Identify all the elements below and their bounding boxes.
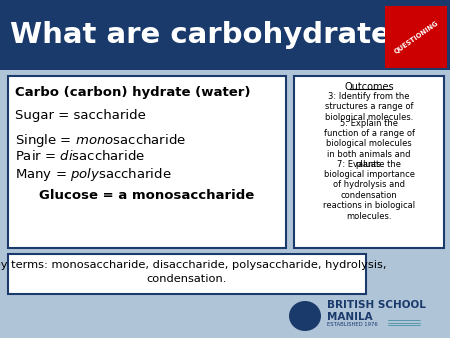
Text: 5: Explain the
function of a range of
biological molecules
in both animals and
p: 5: Explain the function of a range of bi…	[324, 119, 414, 169]
Text: What are carbohydrates?: What are carbohydrates?	[10, 21, 425, 49]
Text: QUESTIONING: QUESTIONING	[393, 20, 439, 54]
Text: Carbo (carbon) hydrate (water): Carbo (carbon) hydrate (water)	[15, 86, 251, 99]
FancyBboxPatch shape	[8, 254, 366, 294]
Text: Pair = $\it{di}$saccharide: Pair = $\it{di}$saccharide	[15, 149, 145, 163]
FancyBboxPatch shape	[8, 76, 286, 248]
Text: Key terms: monosaccharide, disaccharide, polysaccharide, hydrolysis,
condensatio: Key terms: monosaccharide, disaccharide,…	[0, 260, 387, 284]
Text: Sugar = saccharide: Sugar = saccharide	[15, 109, 146, 122]
Ellipse shape	[289, 301, 321, 331]
Text: 3: Identify from the
structures a range of
biological molecules.: 3: Identify from the structures a range …	[325, 92, 413, 122]
Text: 7: Evaluate the
biological importance
of hydrolysis and
condensation
reactions i: 7: Evaluate the biological importance of…	[323, 160, 415, 221]
FancyBboxPatch shape	[0, 0, 450, 70]
Text: Outcomes: Outcomes	[344, 82, 394, 92]
Text: BRITISH SCHOOL
MANILA: BRITISH SCHOOL MANILA	[327, 300, 426, 322]
Text: Many = $\it{poly}$saccharide: Many = $\it{poly}$saccharide	[15, 166, 171, 183]
Text: Glucose = a monosaccharide: Glucose = a monosaccharide	[40, 189, 255, 202]
Text: Single = $\it{mono}$saccharide: Single = $\it{mono}$saccharide	[15, 132, 186, 149]
Text: ESTABLISHED 1976: ESTABLISHED 1976	[327, 321, 378, 327]
FancyBboxPatch shape	[385, 6, 447, 68]
FancyBboxPatch shape	[294, 76, 444, 248]
